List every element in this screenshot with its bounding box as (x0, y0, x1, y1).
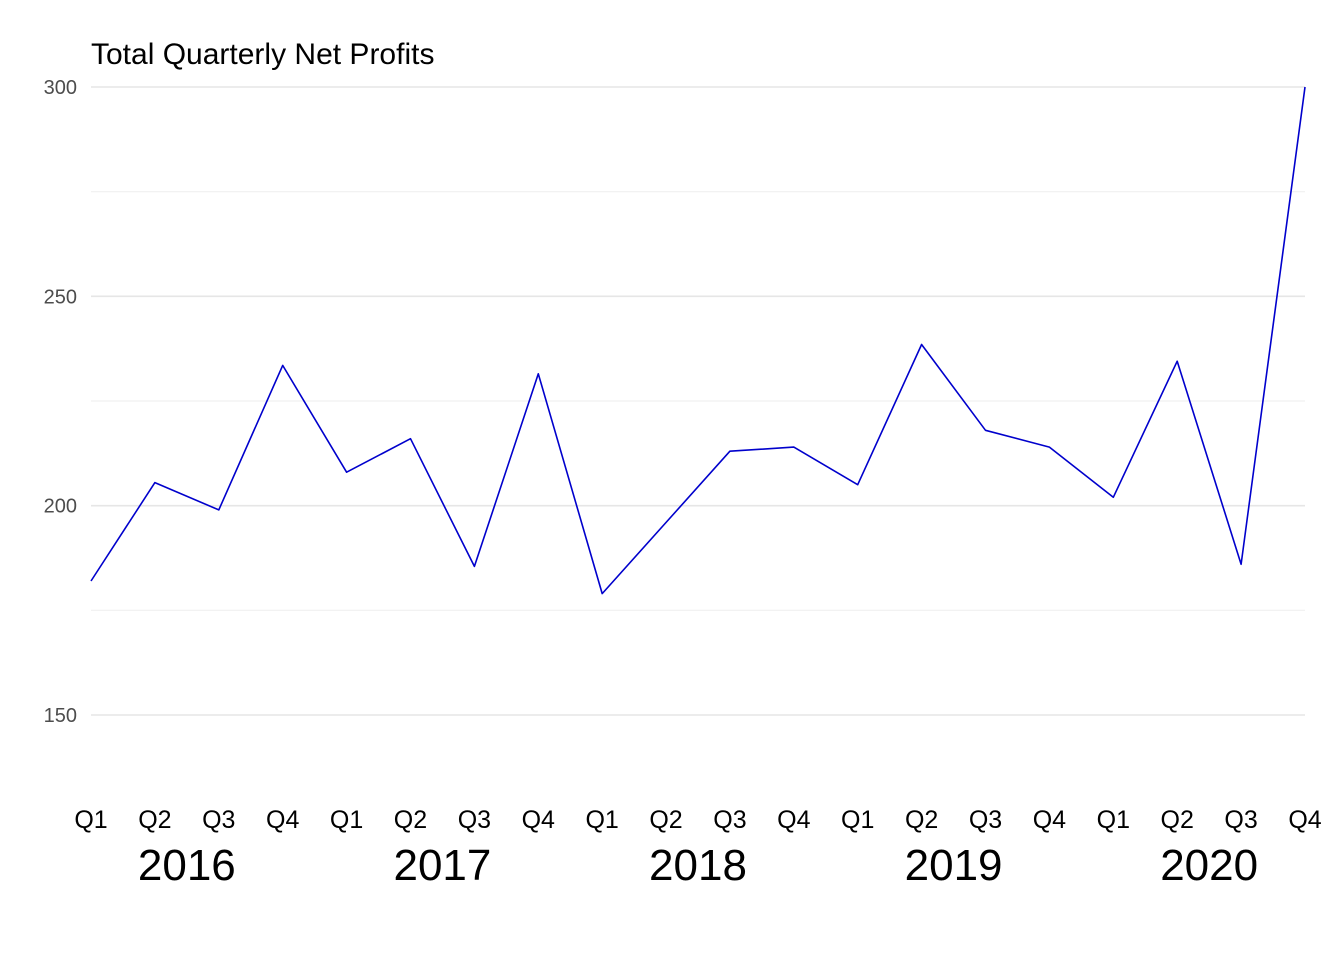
y-tick-label: 150 (44, 705, 77, 727)
x-tick-label: Q2 (905, 806, 938, 834)
x-tick-label: Q1 (585, 806, 618, 834)
x-tick-label: Q1 (330, 806, 363, 834)
x-axis-quarter-labels: Q1 Q2 Q3 Q4 Q1 Q2 Q3 Q4 Q1 Q2 Q3 Q4 Q1 Q2 Q3 Q4 Q1 Q2 Q3 Q4 (74, 806, 1321, 834)
y-axis-ticks: 150 200 250 300 (44, 77, 77, 727)
x-tick-label: Q1 (841, 806, 874, 834)
x-tick-label: Q3 (458, 806, 491, 834)
x-axis-year-labels: 2016 2017 2018 2019 2020 (138, 841, 1258, 890)
y-tick-label: 250 (44, 286, 77, 308)
series-lines (90, 86, 1306, 595)
y-tick-label: 200 (44, 496, 77, 518)
gridlines (91, 86, 1305, 716)
x-tick-label: Q4 (1288, 806, 1321, 834)
x-tick-label: Q3 (713, 806, 746, 834)
x-tick-label: Q4 (1033, 806, 1066, 834)
chart-title: Total Quarterly Net Profits (91, 38, 434, 71)
x-tick-label: Q2 (394, 806, 427, 834)
x-tick-label: Q1 (74, 806, 107, 834)
x-tick-label: Q4 (522, 806, 555, 834)
x-tick-label: Q2 (649, 806, 682, 834)
x-tick-label: Q2 (1161, 806, 1194, 834)
x-tick-label: Q2 (138, 806, 171, 834)
y-tick-label: 300 (44, 77, 77, 99)
year-label: 2016 (138, 841, 236, 890)
x-tick-label: Q3 (969, 806, 1002, 834)
series-line (90, 86, 1306, 595)
year-label: 2020 (1160, 841, 1258, 890)
x-tick-label: Q4 (777, 806, 810, 834)
x-tick-label: Q1 (1097, 806, 1130, 834)
year-label: 2018 (649, 841, 747, 890)
year-label: 2017 (393, 841, 491, 890)
x-tick-label: Q3 (1224, 806, 1257, 834)
x-tick-label: Q4 (266, 806, 299, 834)
year-label: 2019 (905, 841, 1003, 890)
x-tick-label: Q3 (202, 806, 235, 834)
